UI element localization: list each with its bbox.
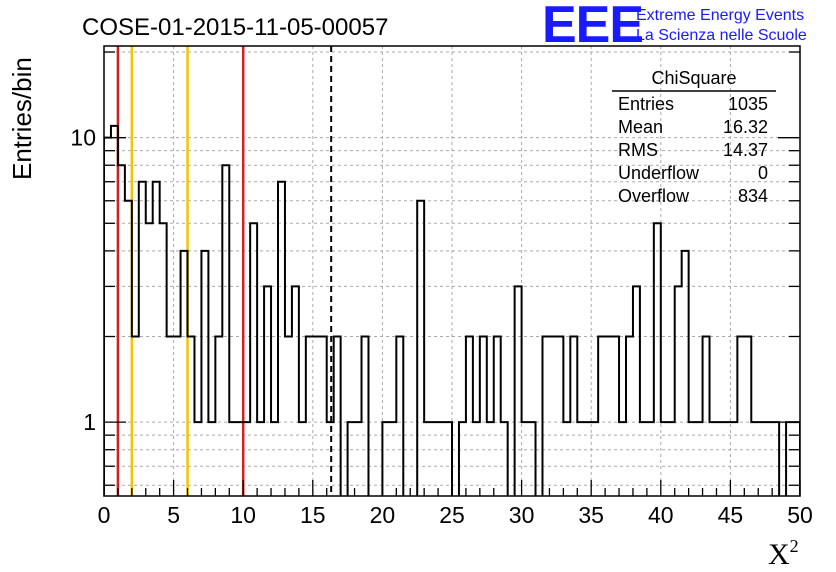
- stats-value: 0: [758, 163, 768, 183]
- stats-rows: Entries 1035 Mean 16.32 RMS 14.37 Underflow 0 Ov…: [618, 94, 768, 206]
- y-tick-label: 10: [70, 125, 96, 151]
- histogram-series: [104, 124, 800, 496]
- x-tick-label: 10: [230, 502, 256, 528]
- stats-value: 834: [738, 186, 768, 206]
- y-tick-labels: 1 10: [70, 125, 96, 435]
- x-tick-label: 20: [370, 502, 396, 528]
- eee-logo: EEE Extreme Energy Events La Scienza nel…: [542, 0, 807, 54]
- x-tick-label: 0: [98, 502, 111, 528]
- x-tick-label: 30: [509, 502, 535, 528]
- stats-box-title: ChiSquare: [651, 68, 736, 88]
- x-tick-label: 50: [787, 502, 813, 528]
- x-axis-label-superscript: 2: [790, 536, 799, 556]
- chart-title: COSE-01-2015-11-05-00057: [82, 14, 388, 41]
- stats-value: 1035: [728, 94, 768, 114]
- stats-box: ChiSquare Entries 1035 Mean 16.32 RMS 14.37 Un…: [612, 68, 776, 206]
- stats-value: 14.37: [723, 140, 768, 160]
- stats-value: 16.32: [723, 117, 768, 137]
- stats-label: Entries: [618, 94, 674, 114]
- y-tick-label: 1: [83, 409, 96, 435]
- x-axis-label-base: X: [768, 538, 790, 571]
- x-tick-label: 5: [167, 502, 180, 528]
- stats-label: Underflow: [618, 163, 700, 183]
- x-tick-label: 45: [718, 502, 744, 528]
- x-tick-label: 35: [578, 502, 604, 528]
- x-axis-label: X2: [768, 536, 799, 571]
- stats-label: Mean: [618, 117, 663, 137]
- x-tick-label: 40: [648, 502, 674, 528]
- stats-label: RMS: [618, 140, 658, 160]
- x-tick-label: 15: [300, 502, 326, 528]
- eee-logo-line1: Extreme Energy Events: [636, 7, 804, 24]
- eee-logo-line2: La Scienza nelle Scuole: [636, 27, 807, 44]
- stats-label: Overflow: [618, 186, 690, 206]
- axis-ticks: [103, 51, 801, 496]
- x-tick-labels: 0 5 10 15 20 25 30 35 40 45 50: [98, 502, 813, 528]
- x-tick-label: 25: [439, 502, 465, 528]
- y-axis-label: Entries/bin: [7, 57, 37, 180]
- eee-logo-text: EEE: [542, 0, 643, 54]
